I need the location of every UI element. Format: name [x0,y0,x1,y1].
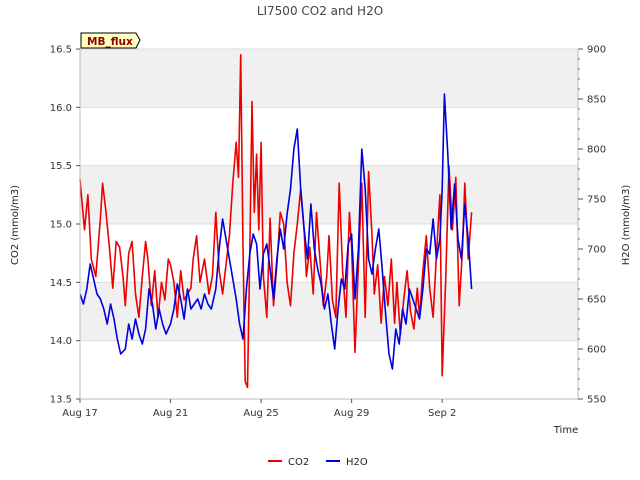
x-axis-label: Time [553,425,578,436]
y-right-axis-ticks: 550 600 650 700 750 800 850 900 [578,45,606,406]
badge-label: MB_flux [87,36,133,48]
y-right-tick-label: 650 [587,295,606,306]
legend-label-h2o: H2O [346,457,368,468]
x-tick-label: Aug 21 [153,408,188,419]
y-right-tick-label: 900 [587,45,606,56]
y-tick-label: 15.5 [50,161,72,172]
y-right-tick-label: 800 [587,145,606,156]
x-tick-label: Sep 2 [428,408,456,419]
badge-box [80,32,141,49]
y-right-tick-label: 850 [587,95,606,106]
x-axis-ticks: Aug 17 Aug 21 Aug 25 Aug 29 Sep 2 [62,399,456,419]
co2-series-line [79,53,473,389]
background-band [80,165,578,224]
h2o-series-layer [79,93,473,370]
y-right-tick-label: 750 [587,195,606,206]
y-right-tick-label: 550 [587,395,606,406]
x-tick-label: Aug 17 [62,408,97,419]
y-axis-ticks: 13.5 14.0 14.5 15.0 15.5 16.0 16.5 [50,45,80,406]
y-tick-label: 13.5 [50,395,72,406]
legend: CO2 H2O [268,457,368,468]
background-band [80,49,578,108]
chart-title: LI7500 CO2 and H2O [257,4,383,18]
y-tick-label: 16.0 [50,103,72,114]
y-tick-label: 14.0 [50,336,72,347]
y-tick-label: 15.0 [50,220,72,231]
y-tick-label: 14.5 [50,278,72,289]
legend-label-co2: CO2 [288,457,309,468]
x-tick-label: Aug 29 [334,408,369,419]
y-tick-label: 16.5 [50,45,72,56]
x-tick-label: Aug 25 [243,408,278,419]
y-right-tick-label: 600 [587,345,606,356]
y-right-axis-label: H2O (mmol/m3) [621,185,632,266]
co2-series-layer [79,53,473,389]
badge: MB_flux [80,32,141,49]
background-bands [80,49,578,341]
y-axis-label: CO2 (mmol/m3) [10,185,21,265]
background-band [80,282,578,341]
y-right-tick-label: 700 [587,245,606,256]
h2o-series-line [79,93,473,370]
